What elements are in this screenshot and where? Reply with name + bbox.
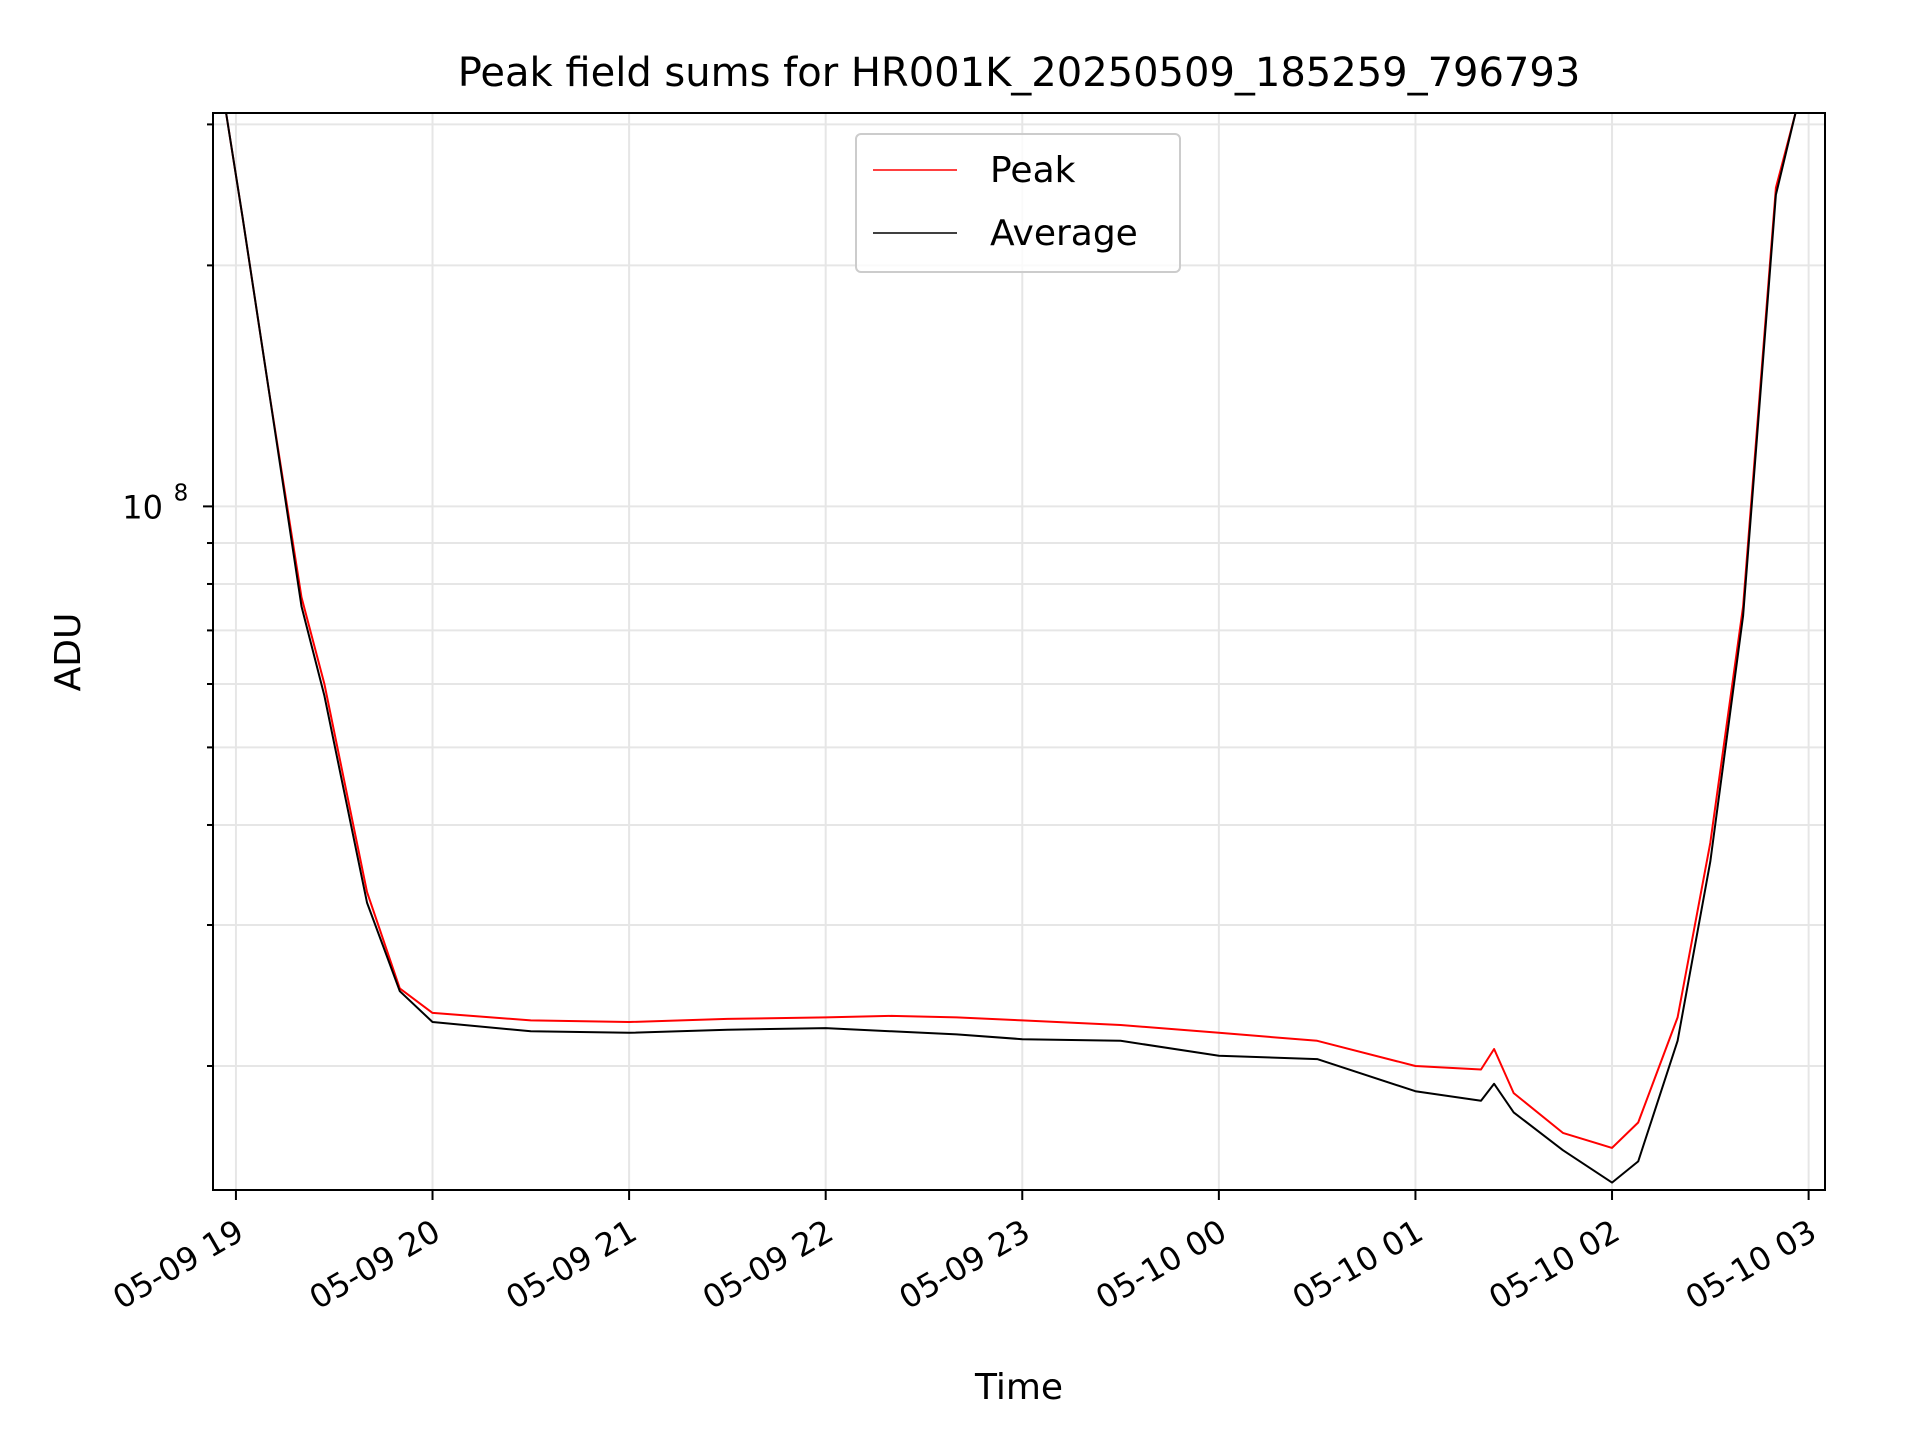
chart-title: Peak field sums for HR001K_20250509_1852… [458, 50, 1581, 96]
average-line [225, 112, 1797, 1184]
legend-label-peak: Peak [990, 150, 1076, 191]
plot-frame [212, 112, 1826, 1191]
grid [213, 113, 1825, 1190]
y-tick-label: 10 [122, 488, 163, 526]
peak-line [225, 112, 1797, 1149]
y-axis-label: ADU [48, 613, 89, 692]
x-axis-label: Time [974, 1367, 1063, 1408]
legend-box [855, 133, 1181, 273]
y-tick-label-exponent: 8 [174, 480, 189, 506]
legend: Peak Average [855, 133, 1181, 273]
series-layer [225, 112, 1797, 1184]
legend-label-average: Average [990, 213, 1138, 254]
